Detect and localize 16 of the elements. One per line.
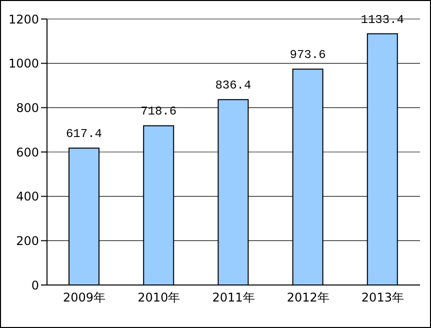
x-tick-label: 2009年	[63, 290, 106, 305]
x-tick-label: 2012年	[286, 290, 330, 305]
y-tick-label: 200	[16, 234, 39, 248]
y-tick-label: 600	[16, 145, 39, 160]
x-tick-label: 2013年	[361, 290, 404, 305]
x-tick-label: 2010年	[138, 290, 180, 305]
y-tick-label: 1200	[8, 12, 39, 26]
data-label: 617.4	[66, 127, 102, 142]
x-tick-label: 2011年	[212, 290, 255, 305]
y-tick-label: 800	[16, 100, 39, 115]
y-tick-label: 400	[16, 190, 39, 204]
data-label: 1133.4	[360, 12, 404, 27]
y-tick-label: 1000	[8, 56, 39, 71]
data-label: 973.6	[290, 48, 326, 62]
y-tick-label: 0	[31, 278, 39, 292]
data-label: 836.4	[215, 78, 252, 93]
